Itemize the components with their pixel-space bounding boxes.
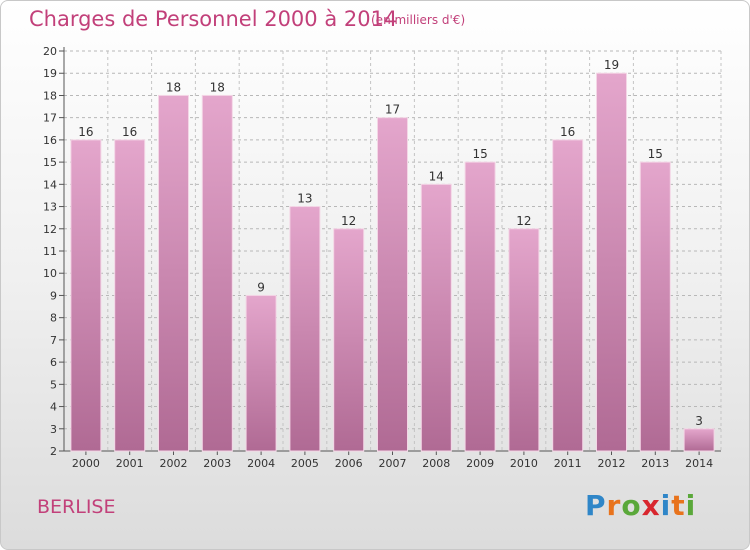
y-tick-label: 5 [50, 378, 57, 391]
logo-letter: i [660, 489, 672, 522]
bar-2011 [552, 139, 584, 452]
x-tick-label: 2011 [554, 457, 582, 470]
bar-value-label: 19 [604, 58, 619, 72]
bar-2009 [464, 161, 496, 452]
x-tick-label: 2002 [160, 457, 188, 470]
bar-2002 [158, 94, 189, 452]
bar-value-label: 18 [166, 80, 181, 94]
y-tick-label: 10 [43, 267, 57, 280]
logo-letter: t [671, 489, 686, 522]
bar-value-label: 16 [78, 125, 93, 139]
bar-2000 [70, 139, 102, 452]
logo-letter: i [685, 489, 697, 522]
bar-value-label: 16 [560, 125, 575, 139]
bars [70, 72, 715, 452]
x-tick-label: 2000 [72, 457, 100, 470]
y-tick-label: 15 [43, 156, 57, 169]
bar-2014 [683, 428, 715, 452]
bar-value-label: 9 [257, 280, 265, 294]
x-tick-label: 2004 [247, 457, 275, 470]
x-tick-label: 2008 [422, 457, 450, 470]
bar-2008 [420, 183, 452, 452]
y-tick-label: 4 [50, 401, 57, 414]
x-tick-label: 2014 [685, 457, 713, 470]
y-tick-label: 6 [50, 356, 57, 369]
bar-value-label: 16 [122, 125, 137, 139]
x-tick-label: 2012 [598, 457, 626, 470]
bar-value-label: 14 [429, 169, 444, 183]
logo-letter: o [621, 489, 642, 522]
bar-value-label: 3 [695, 414, 703, 428]
y-tick-label: 19 [43, 67, 57, 80]
x-tick-label: 2009 [466, 457, 494, 470]
bar-value-label: 15 [472, 147, 487, 161]
chart-title: Charges de Personnel 2000 à 2014 [29, 7, 398, 31]
bar-value-label: 13 [297, 192, 312, 206]
x-tick-label: 2005 [291, 457, 319, 470]
y-tick-label: 16 [43, 134, 57, 147]
x-tick-label: 2013 [641, 457, 669, 470]
bar-value-label: 12 [516, 214, 531, 228]
y-tick-label: 9 [50, 289, 57, 302]
logo-letter: P [585, 489, 607, 522]
logo-letter: r [606, 489, 622, 522]
bar-2005 [289, 206, 321, 452]
y-tick-label: 8 [50, 312, 57, 325]
commune-name: BERLISE [37, 496, 116, 518]
y-tick-label: 2 [50, 445, 57, 458]
y-tick-label: 20 [43, 45, 57, 58]
bar-2001 [114, 139, 146, 452]
y-tick-label: 11 [43, 245, 57, 258]
x-tick-label: 2010 [510, 457, 538, 470]
bar-2003 [201, 94, 233, 452]
bar-2010 [508, 228, 540, 452]
y-tick-label: 14 [43, 178, 57, 191]
logo-letter: x [641, 489, 661, 522]
y-tick-label: 13 [43, 201, 57, 214]
bar-2007 [377, 117, 408, 452]
bar-2006 [333, 228, 365, 452]
x-tick-label: 2001 [116, 457, 144, 470]
y-tick-label: 18 [43, 89, 57, 102]
bar-2012 [596, 72, 627, 452]
chart-unit: (en milliers d'€) [371, 13, 466, 27]
bar-value-label: 18 [210, 80, 225, 94]
y-tick-label: 7 [50, 334, 57, 347]
bar-value-label: 17 [385, 103, 400, 117]
bar-value-label: 15 [648, 147, 663, 161]
y-tick-label: 3 [50, 423, 57, 436]
labels: 2 3 4 5 6 7 8 9 10 11 12 13 14 15 16 17 18 19 20 16 2000 16 20… [43, 45, 713, 470]
x-tick-label: 2006 [335, 457, 363, 470]
bar-2013 [639, 161, 671, 452]
y-tick-label: 17 [43, 112, 57, 125]
y-tick-label: 12 [43, 223, 57, 236]
bar-value-label: 12 [341, 214, 356, 228]
x-tick-label: 2007 [379, 457, 407, 470]
bar-2004 [245, 294, 277, 452]
proxiti-logo: Proxiti [585, 489, 696, 522]
x-tick-label: 2003 [203, 457, 231, 470]
